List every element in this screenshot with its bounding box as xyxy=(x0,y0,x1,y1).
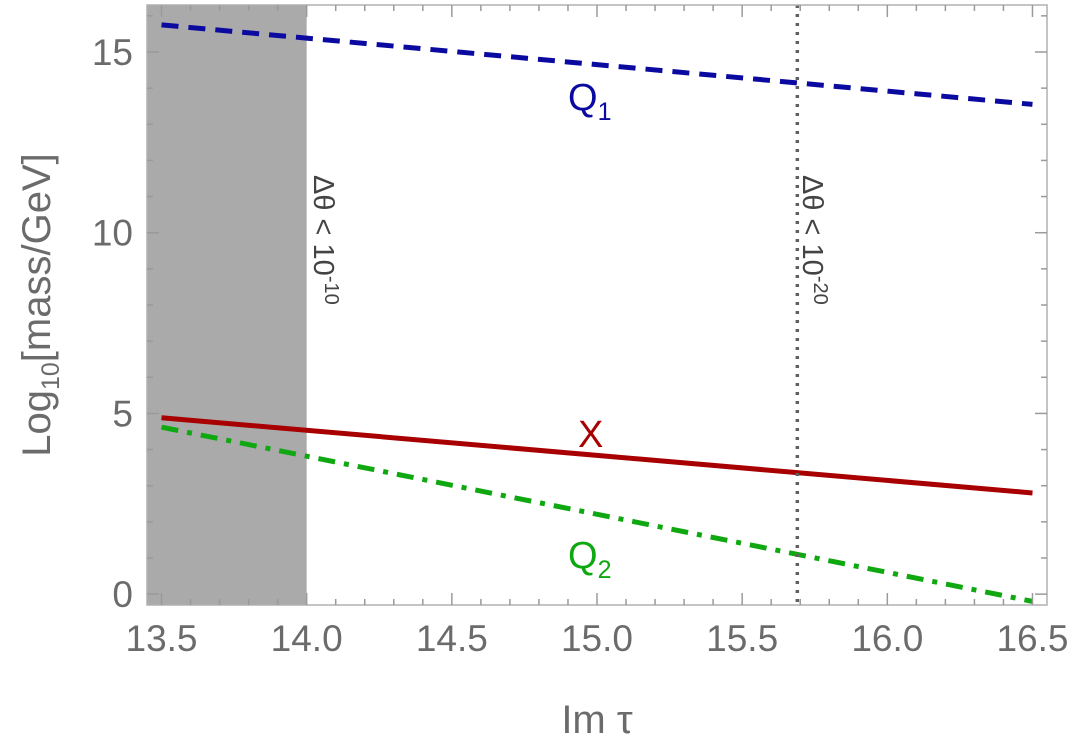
y-axis-label-sub: 10 xyxy=(37,362,65,390)
series-label-q1-sub: 1 xyxy=(598,98,612,126)
x-tick-label: 15.5 xyxy=(706,618,778,659)
annotation-bound-1e-10: Δθ < 10-10 xyxy=(307,175,342,305)
series-lines xyxy=(161,22,1033,604)
y-tick-label: 15 xyxy=(92,32,133,73)
y-tick-label: 10 xyxy=(92,213,133,254)
y-tick-label: 0 xyxy=(112,574,133,615)
y-axis-label-suffix: [mass/GeV] xyxy=(15,153,59,362)
axis-ticks xyxy=(147,5,1047,605)
series-label-q2-sub: 2 xyxy=(598,556,612,584)
series-label-x-main: X xyxy=(578,414,603,456)
series-label-x: X xyxy=(578,414,603,456)
tick-labels: 13.5 14.0 14.5 15.0 15.5 16.0 16.5 0 5 10 15 xyxy=(92,32,1069,659)
x-axis-label: Im τ xyxy=(561,698,633,742)
annotation-bound-1e-10-sup: -10 xyxy=(320,276,342,305)
y-axis-label-prefix: Log xyxy=(15,390,59,457)
y-tick-label: 5 xyxy=(112,393,133,434)
x-tick-label: 16.0 xyxy=(851,618,923,659)
annotation-bound-1e-10-main: Δθ < 10 xyxy=(307,175,339,276)
series-label-q2: Q2 xyxy=(568,535,611,584)
x-tick-label: 15.0 xyxy=(561,618,633,659)
excluded-region xyxy=(147,5,307,605)
x-tick-label: 14.0 xyxy=(271,618,343,659)
series-label-q1: Q1 xyxy=(568,77,611,126)
y-axis-label: Log10[mass/GeV] xyxy=(15,153,65,457)
series-label-q1-main: Q xyxy=(568,77,598,119)
series-line-q2 xyxy=(161,424,1033,604)
annotation-bound-1e-20-sup: -20 xyxy=(809,276,831,305)
series-line-x xyxy=(161,415,1033,496)
x-tick-label: 13.5 xyxy=(126,618,198,659)
series-label-q2-main: Q xyxy=(568,535,598,577)
series-line-q1 xyxy=(161,22,1033,107)
x-tick-label: 16.5 xyxy=(996,618,1068,659)
x-tick-label: 14.5 xyxy=(416,618,488,659)
annotation-bound-1e-20: Δθ < 10-20 xyxy=(796,175,831,305)
annotation-bound-1e-20-main: Δθ < 10 xyxy=(796,175,828,276)
